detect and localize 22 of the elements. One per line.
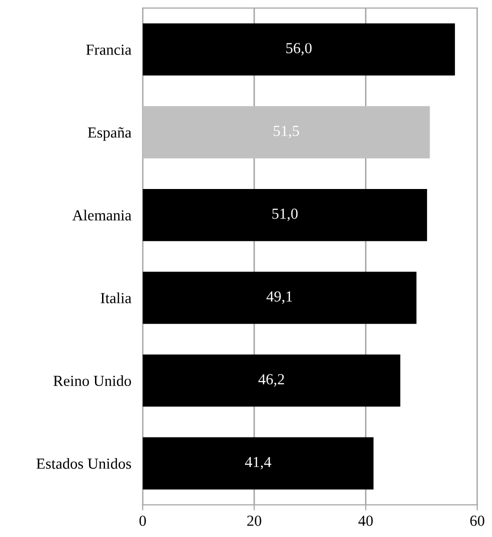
data-label: 46,2 <box>258 374 284 387</box>
x-tick-label: 20 <box>247 516 262 526</box>
bar <box>142 272 416 324</box>
x-tick-label: 0 <box>139 516 146 526</box>
data-label: 41,4 <box>245 456 272 470</box>
bar <box>142 354 400 407</box>
y-tick-label: Reino Unido <box>54 375 131 386</box>
data-label: 51,0 <box>272 208 298 222</box>
y-tick-label: Italia <box>100 292 132 304</box>
bar <box>142 437 374 490</box>
y-tick-label: Francia <box>86 44 132 55</box>
bar <box>142 23 455 76</box>
bar <box>142 188 428 242</box>
data-label: 49,1 <box>266 291 292 304</box>
bar <box>142 106 430 158</box>
data-label: 51,5 <box>274 126 300 138</box>
y-tick-label: Estados Unidos <box>36 458 132 469</box>
y-tick-label: España <box>88 127 132 141</box>
x-tick-label: 40 <box>358 516 373 526</box>
data-label: 56,0 <box>286 42 312 56</box>
y-tick-label: Alemania <box>72 210 132 220</box>
x-tick-label: 60 <box>470 516 484 526</box>
